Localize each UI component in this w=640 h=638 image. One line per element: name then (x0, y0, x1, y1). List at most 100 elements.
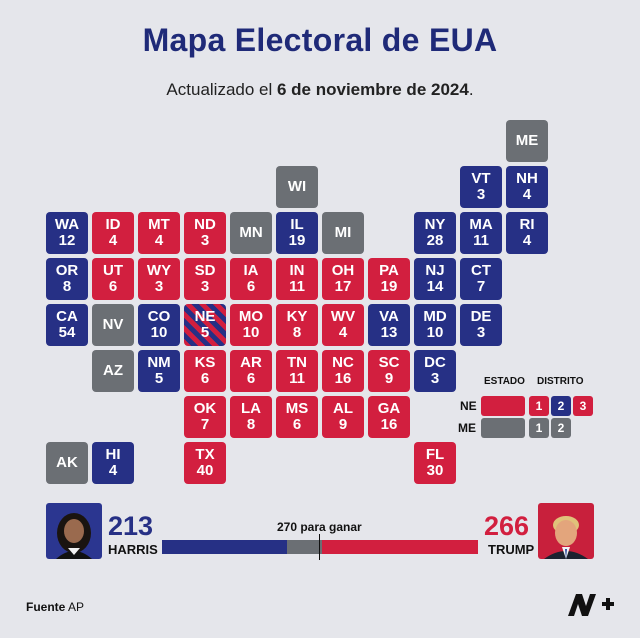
state-tile-mo: MO 10 (230, 304, 272, 346)
state-tile-ma: MA 11 (460, 212, 502, 254)
legend-ne-district-2: 2 (551, 396, 571, 416)
state-electoral-votes: 11 (289, 278, 305, 295)
state-electoral-votes: 6 (200, 370, 210, 387)
state-electoral-votes: 4 (522, 232, 532, 249)
state-electoral-votes: 7 (200, 416, 210, 433)
state-abbr: MD (423, 308, 447, 325)
trump-name: TRUMP (488, 542, 535, 557)
state-tile-az: AZ (92, 350, 134, 392)
state-electoral-votes: 3 (200, 232, 210, 249)
state-tile-wy: WY 3 (138, 258, 180, 300)
state-tile-ga: GA 16 (368, 396, 410, 438)
state-abbr: NV (102, 316, 124, 333)
state-tile-tx: TX 40 (184, 442, 226, 484)
harris-name: HARRIS (108, 542, 158, 557)
state-abbr: MI (334, 224, 352, 241)
state-tile-nj: NJ 14 (414, 258, 456, 300)
state-electoral-votes: 30 (426, 462, 444, 479)
state-abbr: IN (289, 262, 305, 279)
state-abbr: DE (470, 308, 492, 325)
state-electoral-votes: 5 (200, 324, 210, 341)
state-tile-ca: CA 54 (46, 304, 88, 346)
legend-distrito-header: DISTRITO (537, 376, 584, 387)
state-tile-in: IN 11 (276, 258, 318, 300)
state-tile-tn: TN 11 (276, 350, 318, 392)
state-abbr: MS (285, 400, 309, 417)
state-electoral-votes: 6 (246, 278, 256, 295)
state-abbr: SC (378, 354, 400, 371)
state-abbr: MA (469, 216, 493, 233)
state-tile-wi: WI (276, 166, 318, 208)
harris-bar (162, 540, 288, 554)
state-tile-or: OR 8 (46, 258, 88, 300)
state-electoral-votes: 6 (246, 370, 256, 387)
state-abbr: AL (333, 400, 353, 417)
state-abbr: RI (519, 216, 535, 233)
state-abbr: NY (424, 216, 446, 233)
state-electoral-votes: 10 (150, 324, 168, 341)
state-abbr: MO (238, 308, 264, 325)
state-tile-nm: NM 5 (138, 350, 180, 392)
state-electoral-votes: 7 (476, 278, 486, 295)
state-abbr: NE (194, 308, 216, 325)
legend-ne-district-1: 1 (529, 396, 549, 416)
state-abbr: AR (240, 354, 262, 371)
state-electoral-votes: 28 (426, 232, 444, 249)
state-electoral-votes: 8 (246, 416, 256, 433)
legend-estado-header: ESTADO (484, 376, 525, 387)
state-electoral-votes: 3 (476, 186, 486, 203)
state-tile-mt: MT 4 (138, 212, 180, 254)
state-abbr: CA (56, 308, 78, 325)
state-electoral-votes: 10 (426, 324, 444, 341)
state-tile-sc: SC 9 (368, 350, 410, 392)
state-electoral-votes: 4 (154, 232, 164, 249)
state-abbr: NC (332, 354, 354, 371)
subtitle-date: 6 de noviembre de 2024 (277, 80, 469, 99)
state-tile-ks: KS 6 (184, 350, 226, 392)
state-abbr: AZ (103, 362, 123, 379)
state-electoral-votes: 9 (338, 416, 348, 433)
trump-portrait (538, 503, 594, 559)
state-electoral-votes: 13 (380, 324, 398, 341)
state-electoral-votes: 16 (334, 370, 352, 387)
state-electoral-votes: 4 (108, 232, 118, 249)
goal-marker (319, 534, 320, 560)
legend-me-district-1: 1 (529, 418, 549, 438)
state-abbr: ND (194, 216, 216, 233)
state-tile-nc: NC 16 (322, 350, 364, 392)
state-electoral-votes: 3 (154, 278, 164, 295)
state-electoral-votes: 8 (62, 278, 72, 295)
state-abbr: LA (241, 400, 261, 417)
state-electoral-votes: 40 (196, 462, 214, 479)
state-electoral-votes: 3 (430, 370, 440, 387)
state-abbr: OH (331, 262, 355, 279)
state-abbr: MT (148, 216, 170, 233)
state-abbr: GA (377, 400, 401, 417)
state-tile-va: VA 13 (368, 304, 410, 346)
state-electoral-votes: 11 (473, 232, 489, 249)
state-tile-id: ID 4 (92, 212, 134, 254)
state-abbr: FL (425, 446, 445, 463)
goal-label: 270 para ganar (277, 520, 362, 534)
trump-bar (321, 540, 478, 554)
state-electoral-votes: 6 (108, 278, 118, 295)
state-abbr: VA (379, 308, 399, 325)
source-label: Fuente (26, 600, 66, 614)
state-abbr: OR (55, 262, 79, 279)
state-abbr: VT (471, 170, 491, 187)
state-abbr: KY (286, 308, 308, 325)
state-abbr: HI (105, 446, 121, 463)
undecided-bar (287, 540, 322, 554)
source-value: AP (68, 600, 85, 614)
state-tile-ky: KY 8 (276, 304, 318, 346)
state-tile-ar: AR 6 (230, 350, 272, 392)
state-abbr: KS (194, 354, 216, 371)
legend-me-label: ME (458, 421, 476, 435)
state-tile-ok: OK 7 (184, 396, 226, 438)
n-plus-logo-icon (568, 594, 614, 616)
state-tile-sd: SD 3 (184, 258, 226, 300)
state-abbr: NH (516, 170, 538, 187)
state-electoral-votes: 4 (108, 462, 118, 479)
legend-me-state-cell (481, 418, 525, 438)
